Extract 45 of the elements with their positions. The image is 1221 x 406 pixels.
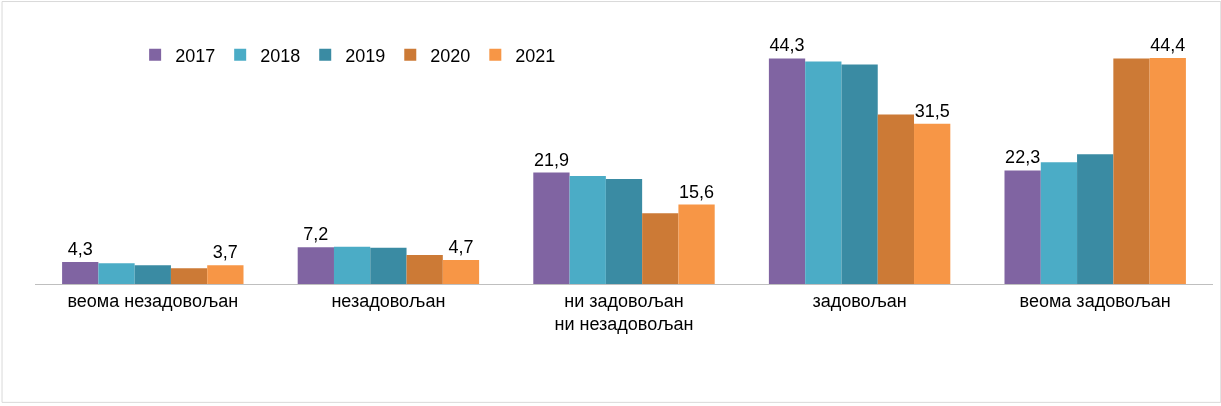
bar — [1149, 57, 1186, 284]
data-label: 4,3 — [67, 239, 93, 260]
x-tick-label: ни задовољан ни незадовољан — [554, 290, 694, 334]
legend-label: 2021 — [515, 45, 556, 66]
bar — [207, 265, 244, 284]
bar — [678, 204, 715, 284]
bar — [442, 260, 480, 284]
data-label: 44,4 — [1150, 34, 1186, 55]
bar — [170, 268, 208, 284]
bar — [914, 123, 951, 284]
data-label: 7,2 — [303, 224, 329, 245]
bar — [1040, 162, 1078, 284]
bar — [134, 265, 171, 284]
bar — [533, 172, 570, 284]
bar — [569, 176, 606, 284]
legend-label: 2020 — [430, 45, 471, 66]
x-tick-label: незадовољан — [331, 290, 446, 311]
bar — [1113, 58, 1150, 284]
x-tick-label: веома незадовољан — [67, 290, 239, 311]
data-label: 22,3 — [1005, 147, 1041, 168]
data-label: 3,7 — [212, 242, 238, 263]
bar — [805, 61, 842, 284]
data-label: 15,6 — [679, 181, 715, 202]
legend-label: 2018 — [260, 45, 301, 66]
x-tick-label: задовољан — [812, 290, 907, 311]
bar — [1004, 170, 1041, 284]
bar — [877, 114, 915, 284]
bar — [333, 246, 371, 284]
data-label: 21,9 — [533, 149, 569, 170]
x-tick-label: веома задовољан — [1019, 290, 1171, 311]
data-label: 44,3 — [769, 35, 805, 56]
legend-label: 2019 — [345, 45, 386, 66]
legend-label: 2017 — [175, 45, 216, 66]
bar — [642, 213, 679, 284]
bar — [768, 58, 806, 284]
bar — [406, 254, 443, 284]
bar — [605, 179, 643, 284]
bar — [841, 64, 878, 284]
bar — [370, 247, 407, 284]
bar — [62, 262, 99, 284]
bar — [297, 247, 334, 284]
data-label: 4,7 — [448, 237, 474, 258]
data-label: 31,5 — [914, 100, 950, 121]
bar — [98, 263, 135, 284]
bar — [1077, 154, 1114, 284]
